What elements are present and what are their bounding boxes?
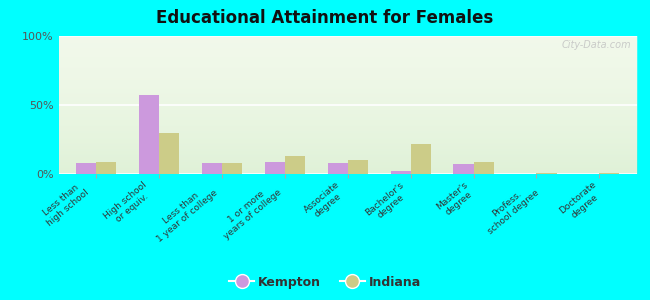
- Bar: [222, 163, 242, 174]
- Bar: [139, 95, 159, 174]
- Bar: [265, 162, 285, 174]
- Bar: [96, 162, 116, 174]
- Text: Associate
degree: Associate degree: [302, 180, 348, 223]
- Bar: [76, 163, 96, 174]
- Bar: [202, 163, 222, 174]
- Text: Less than
1 year of college: Less than 1 year of college: [148, 180, 219, 244]
- Text: Profess.
school degree: Profess. school degree: [479, 180, 541, 236]
- Legend: Kempton, Indiana: Kempton, Indiana: [224, 271, 426, 294]
- Text: 1 or more
years of college: 1 or more years of college: [216, 180, 283, 241]
- Bar: [159, 133, 179, 174]
- Text: Doctorate
degree: Doctorate degree: [558, 180, 605, 224]
- Text: Educational Attainment for Females: Educational Attainment for Females: [157, 9, 493, 27]
- Bar: [348, 160, 368, 174]
- Bar: [328, 163, 348, 174]
- Text: City-Data.com: City-Data.com: [562, 40, 631, 50]
- Text: Master's
degree: Master's degree: [435, 180, 476, 219]
- Bar: [536, 172, 556, 174]
- Bar: [599, 173, 619, 174]
- Bar: [473, 162, 493, 174]
- Bar: [391, 171, 411, 174]
- Bar: [454, 164, 473, 174]
- Text: Bachelor's
degree: Bachelor's degree: [363, 180, 412, 225]
- Bar: [411, 144, 431, 174]
- Bar: [285, 156, 305, 174]
- Text: Less than
high school: Less than high school: [38, 180, 90, 228]
- Text: High school
or equiv.: High school or equiv.: [102, 180, 155, 229]
